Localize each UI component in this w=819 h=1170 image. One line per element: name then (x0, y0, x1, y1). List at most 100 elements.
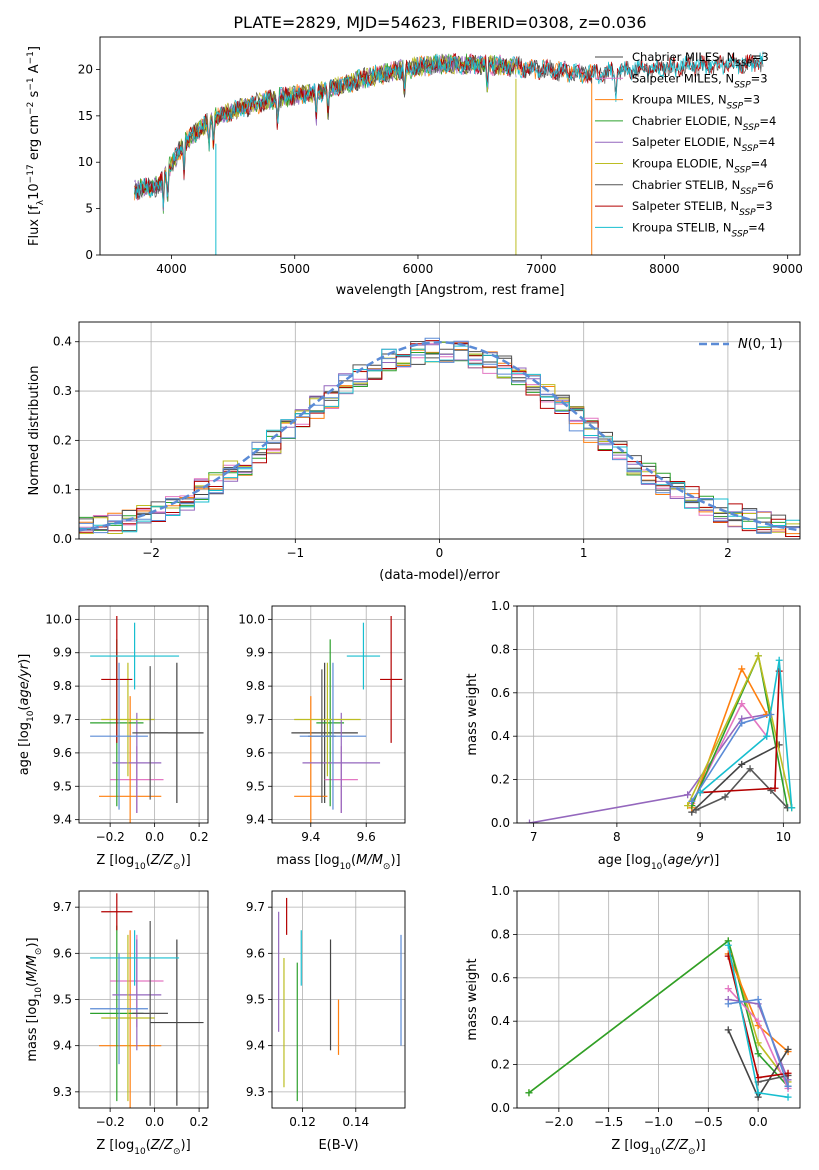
x-tick-label: 7 (530, 830, 538, 844)
weight-marker (754, 652, 762, 660)
spectrum-line (134, 51, 764, 208)
y-tick-label: 0.4 (491, 1014, 510, 1028)
y-axis-label: mass weight (465, 958, 480, 1040)
axes-frame (78, 890, 209, 1109)
weight-marker (775, 656, 783, 664)
axes-frame (78, 321, 801, 540)
y-tick-label: 0.3 (53, 384, 72, 398)
y-tick-label: 0.4 (491, 729, 510, 743)
y-tick-label: 20 (78, 62, 93, 76)
y-tick-label: 9.7 (246, 900, 265, 914)
panels: 4000 5000 6000 7000 8000 900005101520waveleng… (17, 36, 803, 1157)
weight-marker (688, 797, 696, 805)
errorbar-salpeter_elodie (112, 939, 162, 1051)
y-tick-label: 9.4 (53, 1039, 72, 1053)
y-tick-label: 10.0 (238, 612, 265, 626)
weight-marker (692, 806, 700, 814)
grid (79, 891, 208, 1108)
grid (517, 605, 800, 824)
y-tick-label: 15 (78, 109, 93, 123)
x-tick-label: 0 (436, 546, 444, 560)
panel-age_vs_mass: 9.4 9.6 9.4 9.5 9.6 9.7 9.8 9.9 10.0 mass [log10(… (238, 605, 406, 872)
y-tick-label: 9.9 (246, 646, 265, 660)
panel-weight_vs_age: 7 8 9 10 0.0 0.2 0.4 0.6 0.8 1.0 age [log10(age/yr… (465, 599, 801, 872)
errorbar-kroupa_miles (99, 930, 162, 1108)
weight-line (691, 713, 772, 802)
grid (79, 606, 208, 823)
y-axis-label: Flux [fλ10−17 erg cm−2 s−1 A−1] (26, 46, 46, 246)
weight-marker (754, 1017, 762, 1025)
weight-marker (724, 985, 732, 993)
y-tick-label: 9.6 (246, 746, 265, 760)
plot-area (278, 897, 402, 1102)
errorbar-salpeter_elodie (112, 712, 162, 813)
y-tick-label: 0 (85, 248, 93, 262)
x-axis-label: mass [log10(M/M⊙)] (276, 853, 400, 872)
plot-area (525, 652, 796, 823)
legend-label: Chabrier STELIB, NSSP=6 (632, 178, 774, 197)
weight-marker (525, 1089, 533, 1097)
errorbar-gaussian (90, 953, 148, 1065)
errorbar-kroupa_elodie (294, 662, 361, 777)
weight-marker (754, 1050, 762, 1058)
legend-label: Kroupa MILES, NSSP=3 (632, 93, 760, 112)
y-tick-label: 9.9 (53, 646, 72, 660)
weight-marker (738, 665, 746, 673)
errorbar-chabrier_elodie (316, 639, 345, 807)
errorbar-salpeter_stelib (101, 893, 133, 931)
weight-marker (746, 765, 754, 773)
weight-marker (784, 1069, 792, 1077)
y-tick-label: 5 (85, 202, 93, 216)
x-tick-label: −1.5 (594, 1115, 623, 1129)
x-tick-label: 0.0 (749, 1115, 768, 1129)
y-axis-label: mass [log10(M/M⊙)] (25, 937, 44, 1061)
x-tick-label: 8000 (649, 262, 680, 276)
y-tick-label: 9.5 (246, 779, 265, 793)
x-axis-label: (data-model)/error (379, 568, 500, 583)
y-tick-label: 0.4 (53, 335, 72, 349)
legend-label: Chabrier MILES, NSSP=3 (632, 50, 769, 69)
weight-series-gaussian (688, 711, 775, 805)
weight-marker (684, 791, 692, 799)
y-tick-label: 9.4 (53, 813, 72, 827)
y-axis-label: mass weight (465, 673, 480, 755)
errorbar-salpeter_elodie (302, 712, 381, 813)
x-tick-label: 6000 (403, 262, 434, 276)
x-tick-label: 9.4 (301, 830, 320, 844)
axes-frame (99, 36, 801, 256)
axes-frame (271, 890, 406, 1109)
x-axis-label: age [log10(age/yr)] (598, 853, 720, 872)
weight-series-salpeter_elodie (525, 711, 771, 823)
x-axis-label: Z [log10(Z/Z⊙)] (96, 853, 190, 872)
x-tick-label: 1 (580, 546, 588, 560)
errorbar-kroupa_stelib (346, 622, 381, 690)
weight-marker (738, 760, 746, 768)
x-tick-label: 2 (724, 546, 732, 560)
y-tick-label: 0.6 (491, 971, 510, 985)
x-tick-label: 0.0 (145, 1115, 164, 1129)
x-tick-label: 0.0 (145, 830, 164, 844)
plot-area (525, 937, 792, 1101)
errorbar-chabrier_miles (150, 939, 204, 1106)
weight-marker (738, 700, 746, 708)
panel-residuals: −2 −1 0 1 2 0.0 0.1 0.2 0.3 0.4 (data-model)/error… (27, 321, 801, 583)
x-tick-label: 0.2 (190, 830, 209, 844)
x-tick-label: 8 (613, 830, 621, 844)
y-tick-label: 0.1 (53, 483, 72, 497)
weight-marker (754, 1089, 762, 1097)
grid (272, 891, 405, 1108)
legend-label: Salpeter ELODIE, NSSP=4 (632, 135, 775, 154)
x-tick-label: 7000 (526, 262, 557, 276)
x-tick-label: 0.2 (190, 1115, 209, 1129)
x-tick-label: −2 (142, 546, 160, 560)
x-tick-label: 0.12 (289, 1115, 316, 1129)
y-tick-label: 10.0 (45, 612, 72, 626)
x-axis-label: wavelength [Angstrom, rest frame] (336, 283, 565, 298)
y-axis-label: age [log10(age/yr)] (17, 654, 36, 776)
x-tick-label: 10 (776, 830, 791, 844)
y-tick-label: 9.4 (246, 1039, 265, 1053)
axes-frame (78, 605, 209, 824)
y-tick-label: 9.3 (53, 1085, 72, 1099)
errorbar-kroupa_stelib (90, 622, 180, 690)
y-tick-label: 9.7 (53, 713, 72, 727)
